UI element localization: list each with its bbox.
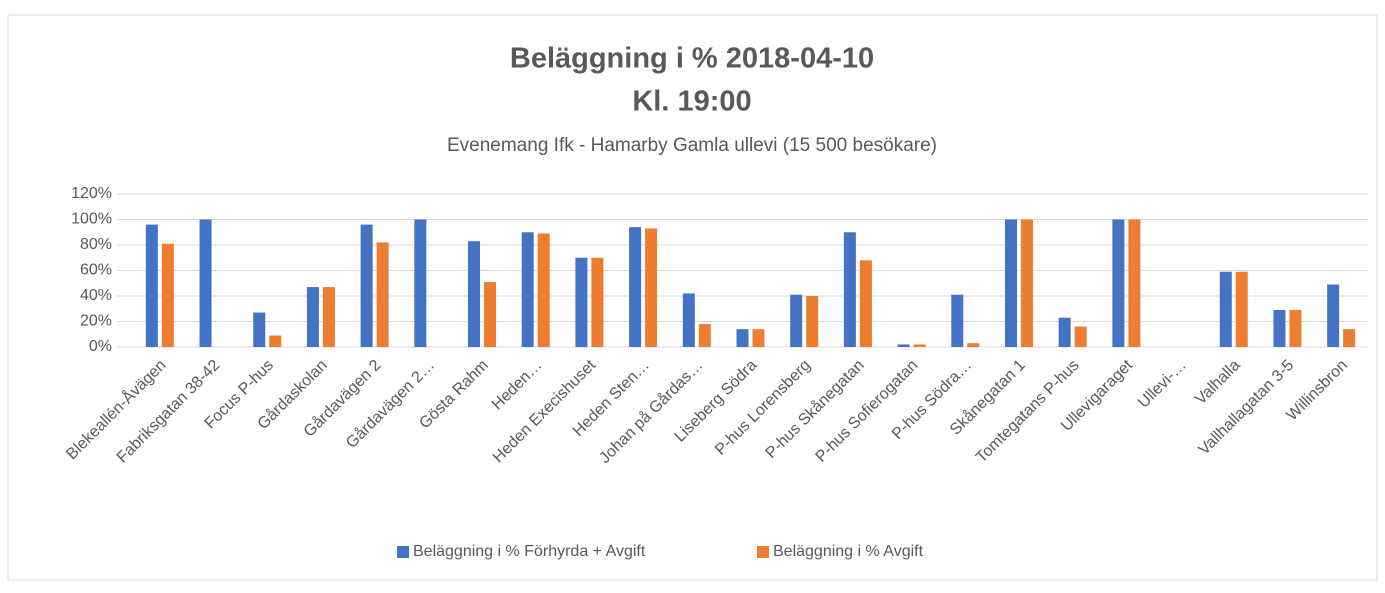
bar (967, 343, 980, 347)
y-tick-label: 40% (80, 287, 112, 304)
bar (897, 344, 910, 347)
bar (951, 294, 964, 347)
bar (1273, 310, 1286, 347)
chart-title: Beläggning i % 2018-04-10 (510, 43, 874, 75)
bar (253, 312, 266, 347)
bar (161, 243, 174, 347)
bar (752, 329, 765, 347)
bar (1004, 219, 1017, 347)
bar (843, 232, 856, 347)
y-tick-label: 60% (80, 262, 112, 279)
bar (521, 232, 534, 347)
bar (414, 219, 427, 347)
bar (360, 224, 373, 347)
bar (1289, 310, 1302, 347)
y-tick-label: 20% (80, 313, 112, 330)
bar (1343, 329, 1356, 347)
y-tick-label: 120% (71, 185, 112, 202)
bar (306, 287, 319, 347)
bar (199, 219, 212, 347)
bar (1112, 219, 1125, 347)
bar (1219, 271, 1232, 347)
bar (269, 335, 282, 347)
bar (1074, 326, 1087, 347)
bar (591, 257, 604, 347)
bar (806, 296, 819, 347)
bar (629, 227, 642, 347)
bar (575, 257, 588, 347)
legend-label: Beläggning i % Avgift (773, 543, 924, 560)
legend-swatch (397, 546, 409, 558)
bar (1020, 219, 1033, 347)
bar (645, 228, 658, 347)
legend-label: Beläggning i % Förhyrda + Avgift (413, 543, 646, 560)
y-tick-label: 80% (80, 236, 112, 253)
chart-title-line: Kl. 19:00 (632, 86, 751, 118)
y-tick-label: 0% (89, 338, 112, 355)
bar (468, 241, 481, 347)
legend-swatch (757, 546, 769, 558)
bar (1058, 317, 1071, 347)
bar (537, 233, 550, 347)
bar (859, 260, 872, 347)
bar (322, 287, 335, 347)
bar (1235, 271, 1248, 347)
chart-subtitle: Evenemang Ifk - Hamarby Gamla ullevi (15… (447, 135, 937, 156)
bar (736, 329, 749, 347)
bar (790, 294, 803, 347)
bar (682, 293, 695, 347)
y-tick-label: 100% (71, 211, 112, 228)
bar (484, 281, 497, 347)
bar (376, 242, 389, 347)
bar (1327, 284, 1340, 347)
bar (913, 344, 926, 347)
bar (1128, 219, 1141, 347)
bar (698, 324, 711, 347)
bar (145, 224, 158, 347)
